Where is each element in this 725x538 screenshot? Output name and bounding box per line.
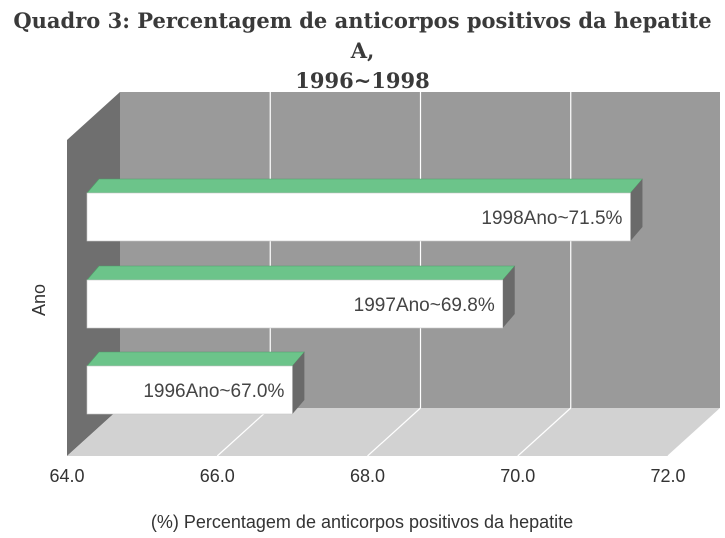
chart-bars: 1996Ano~67.0% 1997Ano~69.8% 1998Ano~71.5% <box>86 178 644 415</box>
chart-title: Quadro 3: Percentagem de anticorpos posi… <box>0 6 725 96</box>
bar-front-face <box>86 192 631 242</box>
bar-1998Ano: 1998Ano~71.5% <box>86 178 644 242</box>
bar-side-face <box>502 266 515 328</box>
bar-top-face <box>86 351 306 367</box>
bar-top-face <box>86 178 644 194</box>
bar-data-label: 1996Ano~67.0% <box>143 381 284 402</box>
bar-side-face <box>630 179 643 241</box>
floor-gridline-70.0 <box>517 407 572 457</box>
chart-title-line1: Quadro 3: Percentagem de anticorpos posi… <box>13 8 712 63</box>
bar-front-face <box>86 279 504 329</box>
x-tick-label: 70.0 <box>500 466 535 486</box>
x-tick-label: 72.0 <box>650 466 685 486</box>
x-tick-label: 64.0 <box>49 466 84 486</box>
bar-data-label: 1997Ano~69.8% <box>354 295 495 316</box>
bar-front-face <box>86 365 293 415</box>
chart-title-line2: 1996~1998 <box>295 68 430 93</box>
x-axis-ticks: 64.0 66.0 68.0 70.0 72.0 <box>49 466 685 486</box>
y-axis-label: Ano <box>29 284 49 316</box>
bar-1997Ano: 1997Ano~69.8% <box>86 265 516 329</box>
floor-gridline-68.0 <box>367 407 421 457</box>
bar-top-face <box>86 265 516 281</box>
bar-data-label: 1998Ano~71.5% <box>481 208 622 229</box>
x-tick-label: 68.0 <box>350 466 385 486</box>
x-axis-label: (%) Percentagem de anticorpos positivos … <box>151 512 573 532</box>
bar-1996Ano: 1996Ano~67.0% <box>86 351 306 415</box>
bar-side-face <box>292 352 305 414</box>
x-tick-label: 66.0 <box>200 466 235 486</box>
floor-gridline-72.0 <box>667 407 722 457</box>
floor-gridline-66.0 <box>216 407 271 457</box>
